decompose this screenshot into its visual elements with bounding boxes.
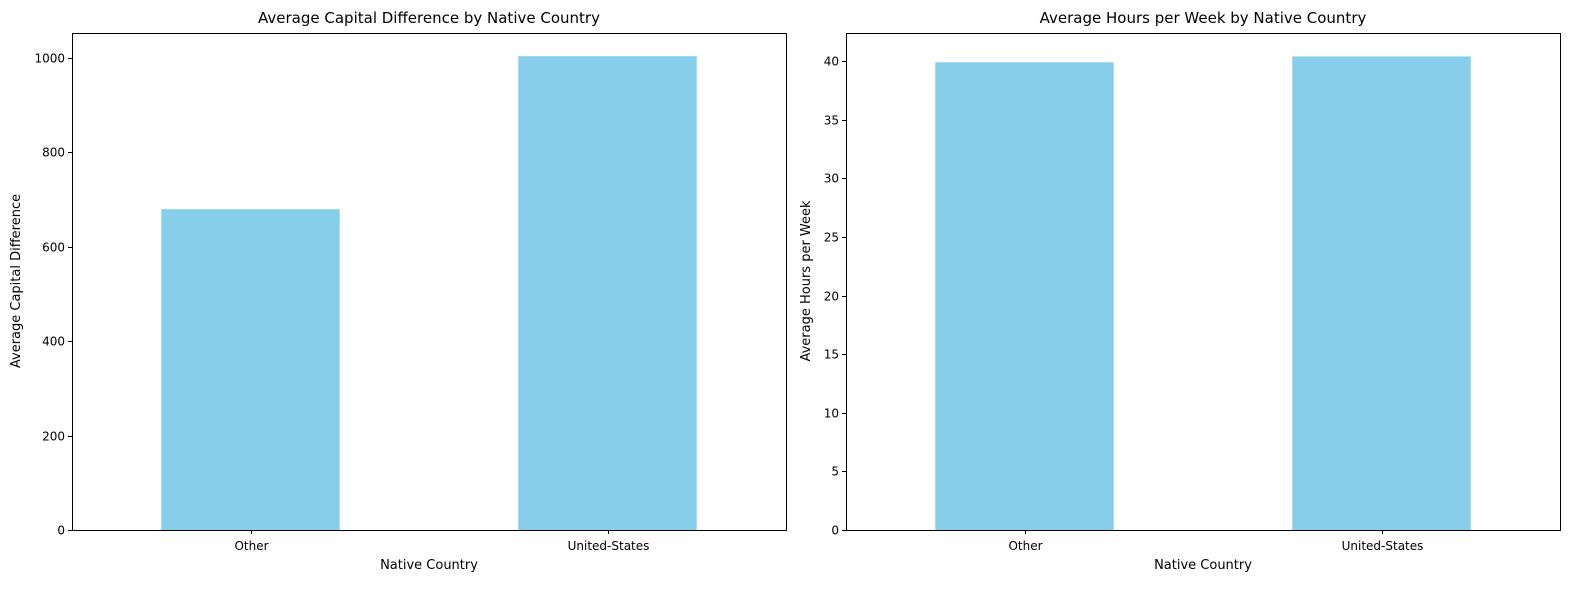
- hours-per-week-axes-frame: [846, 33, 1561, 531]
- capital-difference-ytick-label: 1000: [34, 52, 65, 66]
- hours-per-week-chart: Average Hours per Week by Native Country…: [799, 9, 1561, 573]
- hours-per-week-ytick-label: 0: [831, 524, 839, 538]
- hours-per-week-ytick-label: 30: [824, 172, 839, 186]
- hours-per-week-chart-xlabel: Native Country: [1154, 558, 1252, 573]
- capital-difference-ytick-label: 0: [57, 524, 65, 538]
- capital-difference-chart-ylabel: Average Capital Difference: [9, 194, 24, 368]
- capital-difference-bar-united-states: [518, 56, 697, 531]
- capital-difference-ytick-label: 600: [42, 241, 65, 255]
- hours-per-week-ytick-label: 10: [824, 407, 839, 421]
- capital-difference-bar-other: [161, 209, 340, 530]
- hours-per-week-ytick-label: 40: [824, 55, 839, 69]
- capital-difference-chart: Average Capital Difference by Native Cou…: [9, 9, 787, 573]
- hours-per-week-bar-other: [935, 62, 1114, 531]
- hours-per-week-chart-title: Average Hours per Week by Native Country: [1040, 9, 1367, 27]
- capital-difference-ytick-label: 400: [42, 335, 65, 349]
- capital-difference-axes-frame: [72, 33, 787, 531]
- capital-difference-ytick-label: 800: [42, 146, 65, 160]
- hours-per-week-ytick-label: 25: [824, 231, 839, 245]
- capital-difference-xtick-label: United-States: [568, 539, 650, 553]
- hours-per-week-ytick-label: 5: [831, 465, 839, 479]
- hours-per-week-chart-ylabel: Average Hours per Week: [799, 200, 814, 362]
- hours-per-week-xtick-label: Other: [1008, 539, 1042, 553]
- capital-difference-chart-xlabel: Native Country: [380, 558, 478, 573]
- hours-per-week-bar-united-states: [1292, 56, 1471, 530]
- capital-difference-ytick-label: 200: [42, 430, 65, 444]
- hours-per-week-xtick-label: United-States: [1342, 539, 1424, 553]
- capital-difference-chart-title: Average Capital Difference by Native Cou…: [258, 9, 600, 27]
- hours-per-week-ytick-label: 35: [824, 114, 839, 128]
- hours-per-week-ytick-label: 20: [824, 290, 839, 304]
- hours-per-week-ytick-label: 15: [824, 348, 839, 362]
- capital-difference-xtick-label: Other: [234, 539, 268, 553]
